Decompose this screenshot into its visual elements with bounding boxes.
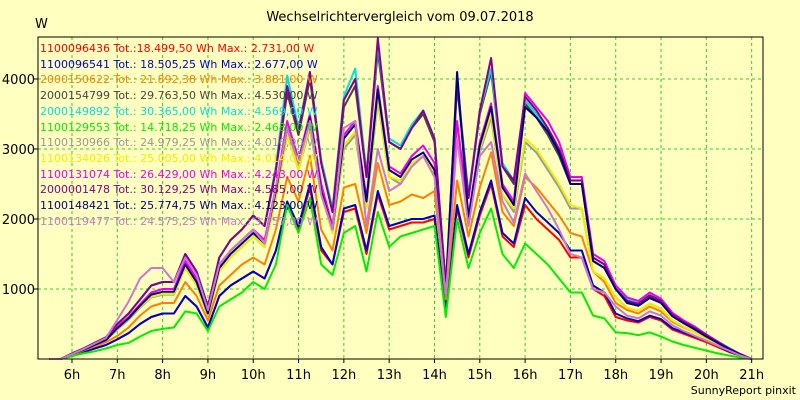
legend-item-1100096436: 1100096436 Tot.:18.499,50 Wh Max.: 2.731… (40, 42, 315, 55)
y-axis-unit: W (35, 17, 48, 32)
x-tick-label-15h: 15h (467, 368, 492, 383)
legend-item-2000001478: 2000001478 Tot.: 30.129,25 Wh Max.: 4.58… (40, 183, 318, 197)
series-line-1100131074 (49, 85, 753, 360)
x-tick-label-6h: 6h (64, 368, 81, 383)
x-tick-label-9h: 9h (200, 368, 217, 383)
x-tick-label-20h: 20h (694, 368, 719, 383)
series-line-1100119477 (49, 120, 752, 360)
legend-item-1100131074: 1100131074 Tot.: 26.429,00 Wh Max.: 4.24… (40, 167, 318, 181)
legend-item-1100119477: 1100119477 Tot.: 24.575,25 Wh Max.: 3.75… (40, 214, 318, 228)
legend-item-1100129553: 1100129553 Tot.: 14.718,25 Wh Max.: 2.46… (40, 120, 318, 134)
y-tick-label-2000: 2000 (2, 213, 35, 228)
series-line-1100134026 (49, 95, 753, 360)
legend-item-1100130966: 1100130966 Tot.: 24.979,25 Wh Max.: 4.01… (40, 136, 318, 150)
legend-item-1100134026: 1100134026 Tot.: 25.005,00 Wh Max.: 4.01… (40, 151, 318, 165)
series-line-2000150622 (49, 151, 753, 360)
footer-credit: SunnyReport pinxit (690, 384, 796, 397)
legend: 1100096436 Tot.:18.499,50 Wh Max.: 2.731… (40, 41, 318, 229)
legend-item-2000149892: 2000149892 Tot.: 30.365,00 Wh Max.: 4.56… (40, 104, 318, 118)
legend-item-2000150622: 2000150622 Tot.: 21.892,38 Wh Max.: 3.88… (40, 73, 318, 87)
legend-item-1100148421: 1100148421 Tot.: 25.774,75 Wh Max.: 4.12… (40, 199, 318, 213)
x-tick-label-13h: 13h (377, 368, 402, 383)
x-tick-label-11h: 11h (286, 368, 311, 383)
x-tick-label-21h: 21h (739, 368, 764, 383)
y-tick-label-3000: 3000 (2, 143, 35, 158)
x-tick-label-7h: 7h (109, 368, 126, 383)
x-tick-label-10h: 10h (241, 368, 266, 383)
x-tick-label-17h: 17h (558, 368, 583, 383)
series-line-1100148421 (49, 71, 753, 360)
x-tick-label-12h: 12h (331, 368, 356, 383)
y-tick-label-4000: 4000 (2, 73, 35, 88)
plot-frame (37, 36, 764, 360)
series-line-2000001478 (49, 37, 753, 360)
x-tick-label-8h: 8h (154, 368, 171, 383)
x-tick-label-18h: 18h (603, 368, 628, 383)
series-line-1100129553 (49, 197, 752, 360)
y-tick-label-1000: 1000 (2, 283, 35, 298)
chart-title: Wechselrichtervergleich vom 09.07.2018 (266, 10, 534, 25)
legend-item-1100096541: 1100096541 Tot.: 18.505,25 Wh Max.: 2.67… (40, 57, 318, 71)
x-tick-label-19h: 19h (649, 368, 674, 383)
x-tick-label-16h: 16h (513, 368, 538, 383)
legend-item-2000154799: 2000154799 Tot.: 29.763,50 Wh Max.: 4.53… (40, 89, 318, 103)
x-tick-label-14h: 14h (422, 368, 447, 383)
series-line-1100096541 (49, 179, 752, 360)
